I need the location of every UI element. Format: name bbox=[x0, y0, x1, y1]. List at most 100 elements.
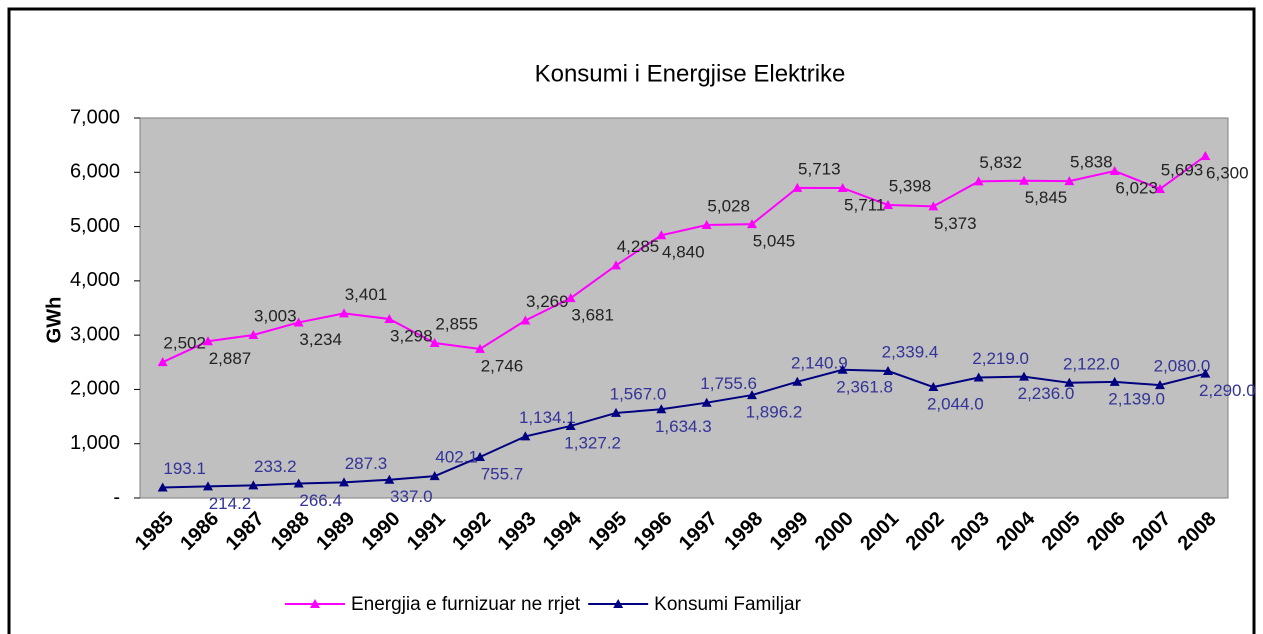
marker bbox=[1109, 376, 1120, 386]
marker bbox=[701, 397, 712, 407]
data-label: 2,219.0 bbox=[972, 349, 1029, 368]
data-label: 2,122.0 bbox=[1063, 354, 1120, 373]
data-label: 5,373 bbox=[934, 214, 977, 233]
data-label: 2,080.0 bbox=[1154, 357, 1211, 376]
marker bbox=[973, 372, 984, 382]
marker bbox=[1064, 176, 1075, 186]
marker bbox=[565, 420, 576, 430]
data-label: 1,896.2 bbox=[746, 403, 803, 422]
data-label: 287.3 bbox=[345, 454, 388, 473]
data-label: 4,840 bbox=[662, 243, 705, 262]
marker bbox=[1155, 183, 1165, 193]
data-label: 3,269 bbox=[526, 292, 569, 311]
marker bbox=[837, 182, 848, 192]
data-label: 2,887 bbox=[209, 349, 252, 368]
data-label: 2,139.0 bbox=[1108, 389, 1165, 408]
data-label: 6,300 bbox=[1206, 163, 1249, 182]
y-tick-label: 3,000 bbox=[70, 323, 120, 345]
data-label: 337.0 bbox=[390, 487, 433, 506]
marker bbox=[1200, 151, 1211, 160]
marker bbox=[293, 317, 304, 327]
data-label: 2,361.8 bbox=[836, 377, 893, 396]
marker bbox=[611, 260, 621, 270]
data-label: 5,711 bbox=[844, 195, 885, 214]
data-label: 2,044.0 bbox=[927, 395, 984, 414]
y-tick-label: 2,000 bbox=[70, 378, 120, 400]
data-label: 1,567.0 bbox=[610, 384, 667, 403]
data-label: 5,838 bbox=[1070, 153, 1113, 172]
marker bbox=[973, 176, 984, 186]
marker bbox=[157, 357, 168, 367]
y-tick-label: 4,000 bbox=[70, 269, 120, 291]
data-label: 3,234 bbox=[299, 330, 342, 349]
marker bbox=[837, 364, 848, 374]
data-label: 1,134.1 bbox=[519, 408, 576, 427]
marker bbox=[248, 480, 259, 490]
legend-marker bbox=[613, 599, 624, 608]
marker bbox=[792, 182, 803, 192]
data-label: 5,832 bbox=[979, 153, 1022, 172]
y-tick-label: - bbox=[113, 486, 120, 508]
marker bbox=[747, 219, 757, 229]
data-label: 5,845 bbox=[1025, 188, 1068, 207]
plot-area bbox=[139, 117, 1229, 499]
data-label: 2,140.9 bbox=[791, 353, 848, 372]
marker bbox=[203, 481, 213, 491]
data-label: 2,290.0 bbox=[1199, 381, 1256, 400]
marker bbox=[1064, 377, 1075, 387]
marker bbox=[656, 230, 667, 240]
marker bbox=[1019, 371, 1029, 381]
marker bbox=[520, 431, 531, 441]
marker bbox=[747, 390, 757, 400]
data-label: 402.1 bbox=[435, 448, 478, 467]
marker bbox=[1200, 368, 1211, 378]
data-label: 1,634.3 bbox=[655, 417, 712, 436]
data-label: 4,285 bbox=[617, 237, 660, 256]
marker bbox=[384, 313, 395, 323]
marker bbox=[293, 478, 304, 488]
marker bbox=[656, 404, 667, 414]
data-label: 214.2 bbox=[209, 494, 252, 513]
y-axis-label: GWh bbox=[43, 297, 65, 344]
data-label: 3,298 bbox=[390, 326, 433, 345]
legend-label: Energjia e furnizuar ne rrjet bbox=[351, 594, 581, 615]
marker bbox=[928, 382, 939, 392]
marker bbox=[475, 343, 485, 353]
marker bbox=[1019, 175, 1029, 185]
data-label: 5,028 bbox=[707, 197, 750, 216]
marker bbox=[384, 474, 395, 484]
data-label: 2,339.4 bbox=[882, 342, 939, 361]
marker bbox=[157, 482, 168, 492]
marker bbox=[429, 338, 440, 348]
marker bbox=[928, 201, 939, 211]
line bbox=[162, 368, 1206, 489]
marker bbox=[248, 329, 259, 339]
y-tick-label: 6,000 bbox=[70, 161, 120, 183]
marker bbox=[883, 366, 893, 376]
data-label: 5,045 bbox=[753, 232, 796, 251]
marker bbox=[1155, 380, 1165, 390]
marker bbox=[701, 220, 712, 230]
y-tick-label: 5,000 bbox=[70, 215, 120, 237]
marker bbox=[429, 471, 440, 481]
data-label: 2,855 bbox=[435, 314, 478, 333]
data-label: 3,401 bbox=[345, 285, 388, 304]
marker bbox=[520, 315, 531, 325]
marker bbox=[883, 199, 893, 209]
data-label: 5,398 bbox=[889, 176, 932, 195]
marker bbox=[611, 407, 621, 417]
data-label: 193.1 bbox=[163, 459, 206, 478]
marker bbox=[203, 336, 213, 346]
data-label: 6,023 bbox=[1115, 179, 1158, 198]
data-label: 2,236.0 bbox=[1018, 384, 1075, 403]
y-tick-label: 1,000 bbox=[70, 432, 120, 454]
data-label: 5,713 bbox=[798, 159, 841, 178]
y-tick-label: 7,000 bbox=[70, 106, 120, 128]
marker bbox=[565, 293, 576, 303]
data-label: 755.7 bbox=[481, 464, 524, 483]
data-label: 2,746 bbox=[481, 356, 524, 375]
data-label: 3,003 bbox=[254, 306, 297, 325]
chart-title: Konsumi i Energjise Elektrike bbox=[535, 60, 846, 87]
data-label: 266.4 bbox=[299, 491, 342, 510]
